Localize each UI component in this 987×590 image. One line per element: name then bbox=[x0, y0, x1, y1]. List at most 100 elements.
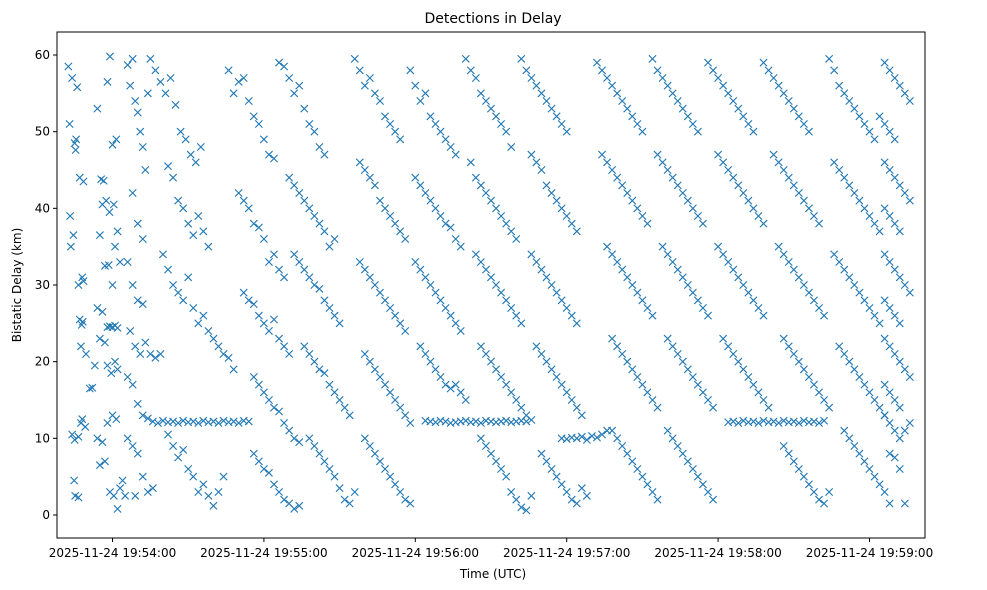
data-point bbox=[204, 327, 213, 335]
data-point bbox=[254, 223, 263, 232]
data-point bbox=[275, 334, 284, 343]
data-point bbox=[885, 419, 894, 427]
data-point bbox=[315, 365, 324, 374]
data-point bbox=[116, 484, 125, 493]
data-point bbox=[305, 204, 314, 213]
data-point bbox=[492, 112, 501, 121]
data-point bbox=[820, 396, 829, 404]
data-point bbox=[441, 135, 450, 144]
data-point bbox=[890, 311, 899, 320]
data-point bbox=[204, 242, 213, 251]
data-point bbox=[421, 89, 430, 98]
data-point bbox=[830, 158, 839, 167]
data-point bbox=[239, 288, 248, 297]
data-point bbox=[436, 212, 445, 220]
data-point bbox=[799, 281, 808, 289]
data-point bbox=[532, 258, 541, 266]
data-point bbox=[466, 66, 475, 75]
data-point bbox=[592, 58, 601, 67]
data-point bbox=[688, 465, 697, 473]
data-point bbox=[668, 342, 677, 351]
data-point bbox=[431, 204, 440, 213]
data-point bbox=[126, 327, 135, 335]
data-point bbox=[502, 416, 511, 425]
data-point bbox=[476, 258, 485, 266]
data-point bbox=[683, 457, 692, 466]
data-point bbox=[254, 380, 263, 389]
data-point bbox=[875, 403, 884, 412]
data-point bbox=[633, 373, 642, 381]
data-point bbox=[118, 476, 127, 485]
data-point bbox=[451, 319, 460, 328]
data-point bbox=[143, 414, 152, 423]
data-point bbox=[431, 288, 440, 297]
data-point bbox=[729, 97, 738, 105]
data-point bbox=[789, 350, 798, 358]
data-point bbox=[688, 373, 697, 381]
data-point bbox=[184, 219, 193, 228]
data-point bbox=[729, 265, 738, 274]
data-point bbox=[386, 304, 395, 312]
data-point bbox=[375, 288, 384, 297]
data-point bbox=[461, 54, 470, 63]
data-point bbox=[133, 219, 142, 228]
data-point bbox=[512, 311, 521, 320]
data-point bbox=[900, 189, 909, 197]
data-point bbox=[850, 281, 859, 289]
data-point bbox=[416, 342, 425, 351]
data-point bbox=[487, 196, 495, 205]
data-point bbox=[184, 465, 193, 473]
data-point bbox=[885, 388, 894, 397]
data-point bbox=[194, 488, 203, 496]
data-point bbox=[166, 74, 175, 82]
data-point bbox=[507, 388, 516, 397]
data-point bbox=[285, 426, 294, 435]
data-point bbox=[275, 488, 284, 496]
data-point bbox=[416, 181, 425, 190]
data-point bbox=[93, 104, 102, 113]
data-point bbox=[426, 112, 435, 121]
data-point bbox=[734, 273, 743, 282]
data-point bbox=[572, 403, 581, 412]
data-point bbox=[148, 417, 157, 426]
data-point bbox=[456, 327, 465, 335]
data-point bbox=[259, 135, 268, 144]
data-point bbox=[739, 416, 748, 425]
data-point bbox=[396, 227, 405, 236]
data-point bbox=[171, 100, 180, 109]
data-point bbox=[375, 373, 384, 381]
data-point bbox=[386, 472, 395, 481]
data-point bbox=[648, 311, 657, 320]
data-point bbox=[875, 227, 884, 236]
data-point bbox=[93, 304, 102, 312]
data-point bbox=[618, 265, 627, 274]
data-point bbox=[151, 66, 160, 75]
data-point bbox=[890, 173, 899, 182]
x-tick-label: 2025-11-24 19:57:00 bbox=[503, 546, 630, 560]
data-point bbox=[471, 74, 480, 82]
data-point bbox=[199, 311, 208, 320]
data-point bbox=[290, 181, 299, 190]
data-point bbox=[809, 380, 818, 389]
data-point bbox=[744, 196, 753, 205]
data-point bbox=[865, 465, 874, 473]
data-point bbox=[759, 311, 768, 320]
data-point bbox=[885, 304, 894, 312]
data-point bbox=[572, 319, 581, 328]
data-point bbox=[446, 311, 455, 320]
data-point bbox=[189, 472, 198, 481]
y-tick-label: 50 bbox=[35, 125, 50, 139]
data-point bbox=[199, 480, 208, 489]
data-point bbox=[406, 499, 415, 508]
data-point bbox=[648, 396, 657, 404]
data-point bbox=[794, 189, 803, 197]
data-point bbox=[890, 74, 899, 82]
data-point bbox=[492, 204, 501, 213]
data-point bbox=[628, 365, 637, 374]
data-point bbox=[330, 235, 339, 243]
data-point bbox=[320, 296, 329, 305]
data-point bbox=[855, 449, 864, 458]
data-point bbox=[370, 281, 379, 289]
data-point bbox=[416, 265, 425, 274]
data-point bbox=[179, 416, 188, 425]
